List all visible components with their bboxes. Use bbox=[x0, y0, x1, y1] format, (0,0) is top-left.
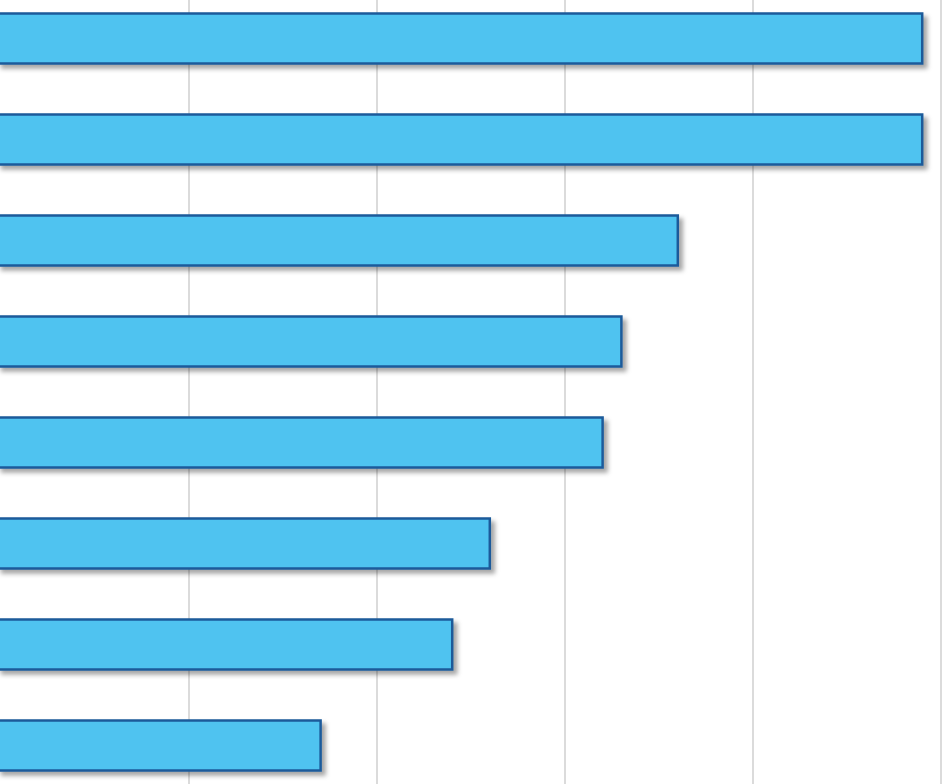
bar bbox=[0, 12, 924, 65]
bar bbox=[0, 517, 492, 570]
bar bbox=[0, 214, 680, 267]
bar bbox=[0, 113, 924, 166]
bar bbox=[0, 315, 623, 368]
bar bbox=[0, 618, 454, 671]
bar bbox=[0, 719, 322, 772]
bar bbox=[0, 416, 604, 469]
